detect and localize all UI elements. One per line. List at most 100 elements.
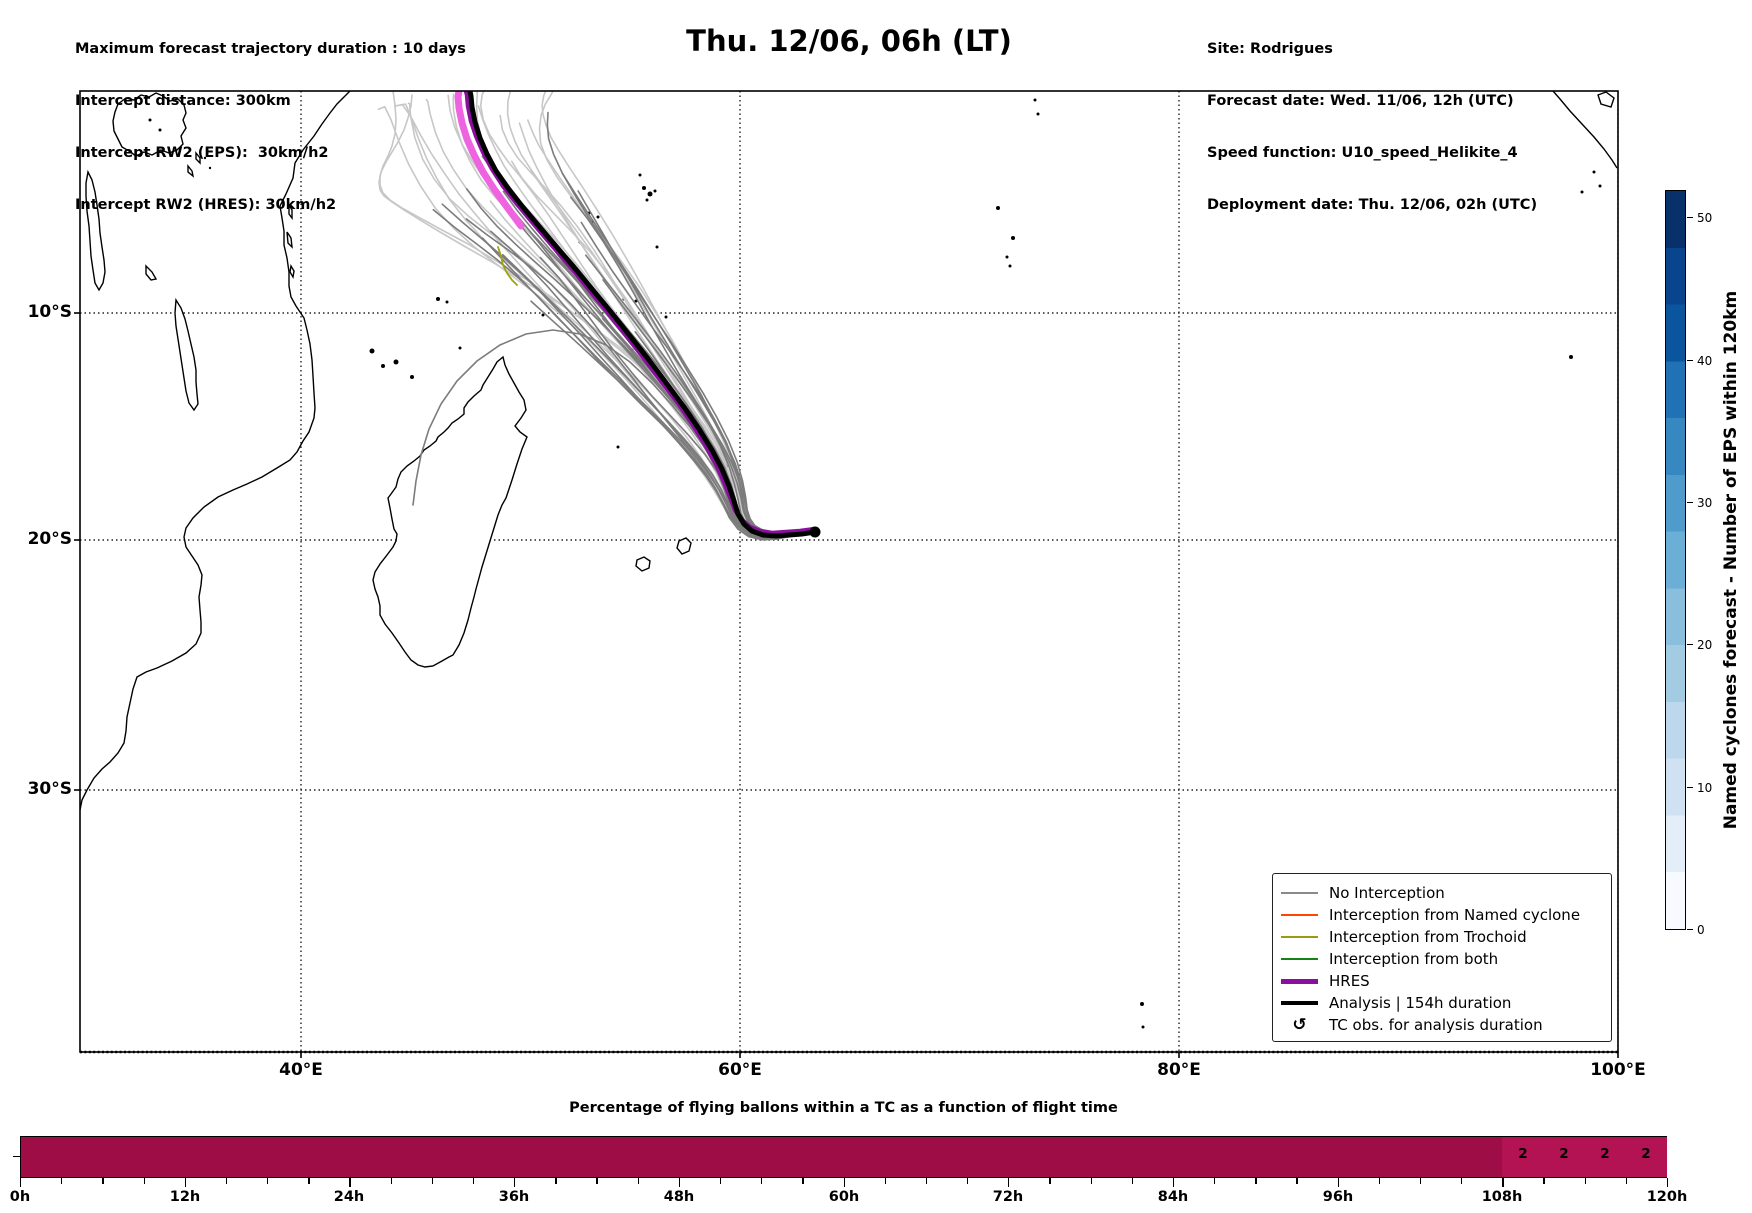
legend-label: HRES — [1329, 972, 1370, 990]
x-tick — [1008, 1178, 1010, 1187]
hour-label-24h: 24h — [333, 1189, 365, 1205]
bottom-chart-highlight-segment — [1502, 1137, 1667, 1177]
x-tick — [1214, 1178, 1216, 1184]
colorbar-tick-label-20: 20 — [1697, 638, 1713, 652]
colorbar — [1665, 190, 1686, 930]
gray-line-swatch — [1281, 892, 1318, 894]
x-tick — [390, 1178, 392, 1184]
x-tick — [1090, 1178, 1092, 1184]
info-top-right: Site: Rodrigues Forecast date: Wed. 11/0… — [1207, 6, 1537, 232]
bottom-chart-bar — [20, 1136, 1667, 1178]
x-tick — [719, 1178, 722, 1184]
hour-label-60h: 60h — [828, 1189, 860, 1205]
bar-annotation: 2 — [1600, 1146, 1610, 1162]
colorbar-tick — [1687, 644, 1693, 646]
x-tick — [102, 1178, 104, 1184]
x-tick — [1502, 1178, 1504, 1187]
x-tick — [1296, 1178, 1298, 1184]
info-line-intercept-rw2-eps: Intercept RW2 (EPS): 30km/h2 — [75, 145, 329, 162]
legend-row-both: Interception from both — [1281, 949, 1603, 969]
x-tick — [267, 1178, 269, 1184]
info-top-left: Maximum forecast trajectory duration : 1… — [75, 6, 466, 232]
lon-tick-60E: 60°E — [718, 1060, 762, 1080]
hour-label-108h: 108h — [1481, 1189, 1523, 1205]
hour-label-84h: 84h — [1157, 1189, 1189, 1205]
lat-tick-10S: 10°S — [27, 302, 72, 322]
hour-label-72h: 72h — [992, 1189, 1024, 1205]
x-tick — [20, 1178, 22, 1187]
hour-label-36h: 36h — [498, 1189, 530, 1205]
colorbar-tick — [1687, 502, 1693, 504]
x-tick — [1667, 1178, 1669, 1187]
x-tick — [431, 1178, 434, 1184]
colorbar-tick-label-50: 50 — [1697, 211, 1713, 225]
x-tick — [308, 1178, 310, 1184]
hour-label-48h: 48h — [663, 1189, 695, 1205]
x-tick — [143, 1178, 145, 1184]
colorbar-tick — [1687, 360, 1693, 362]
x-tick — [349, 1178, 351, 1187]
bar-annotation: 2 — [1559, 1146, 1569, 1162]
info-line-speed-function: Speed function: U10_speed_Helikite_4 — [1207, 145, 1518, 162]
legend-label: Interception from both — [1329, 950, 1499, 968]
x-tick — [61, 1178, 63, 1184]
x-tick — [884, 1178, 886, 1184]
lon-tick-100E: 100°E — [1590, 1060, 1646, 1080]
x-tick — [637, 1178, 639, 1184]
bar-annotation: 2 — [1518, 1146, 1528, 1162]
legend: No Interception Interception from Named … — [1272, 873, 1612, 1042]
info-line-forecast-date: Forecast date: Wed. 11/06, 12h (UTC) — [1207, 93, 1514, 110]
colorbar-axis-label: Named cyclones forecast - Number of EPS … — [1721, 290, 1741, 830]
legend-row-trochoid: Interception from Trochoid — [1281, 927, 1603, 947]
x-tick — [1337, 1178, 1339, 1187]
x-tick — [1131, 1178, 1134, 1184]
legend-label: Interception from Named cyclone — [1329, 906, 1581, 924]
legend-label: No Interception — [1329, 884, 1445, 902]
legend-row-tc-obs: ↺ TC obs. for analysis duration — [1281, 1015, 1603, 1035]
hour-label-120h: 120h — [1646, 1189, 1688, 1205]
x-tick — [555, 1178, 557, 1184]
legend-row-named-cyclone: Interception from Named cyclone — [1281, 905, 1603, 925]
x-tick — [1172, 1178, 1175, 1187]
info-line-max-duration: Maximum forecast trajectory duration : 1… — [75, 40, 466, 57]
page-title: Thu. 12/06, 06h (LT) — [686, 24, 1012, 58]
green-line-swatch — [1281, 958, 1318, 960]
legend-row-analysis: Analysis | 154h duration — [1281, 993, 1603, 1013]
x-tick — [1584, 1178, 1586, 1184]
colorbar-tick — [1687, 217, 1693, 219]
cyclone-obs-icon: ↺ — [1292, 1014, 1307, 1035]
purple-line-swatch — [1281, 978, 1318, 984]
hour-label-0h: 0h — [9, 1189, 31, 1205]
bottom-chart-y-tick — [13, 1156, 20, 1158]
bottom-chart-title: Percentage of flying ballons within a TC… — [569, 1100, 1118, 1116]
lon-tick-80E: 80°E — [1157, 1060, 1201, 1080]
x-tick — [1543, 1178, 1545, 1184]
legend-row-no-interception: No Interception — [1281, 883, 1603, 903]
x-tick — [596, 1178, 598, 1184]
orange-line-swatch — [1281, 914, 1318, 916]
colorbar-tick-label-30: 30 — [1697, 496, 1713, 510]
lon-tick-40E: 40°E — [279, 1060, 323, 1080]
info-line-deployment-date: Deployment date: Thu. 12/06, 02h (UTC) — [1207, 197, 1538, 214]
x-tick — [184, 1178, 186, 1187]
hour-label-12h: 12h — [169, 1189, 201, 1205]
info-line-site: Site: Rodrigues — [1207, 40, 1333, 57]
x-tick — [1255, 1178, 1257, 1184]
x-tick — [678, 1178, 681, 1187]
colorbar-tick-label-0: 0 — [1697, 923, 1705, 937]
olive-line-swatch — [1281, 936, 1318, 938]
lat-tick-30S: 30°S — [27, 779, 72, 799]
x-tick — [843, 1178, 845, 1187]
x-tick — [514, 1178, 516, 1187]
info-line-intercept-distance: Intercept distance: 300km — [75, 93, 291, 110]
bar-annotation: 2 — [1641, 1146, 1651, 1162]
colorbar-tick-label-40: 40 — [1697, 354, 1713, 368]
legend-row-hres: HRES — [1281, 971, 1603, 991]
black-line-swatch — [1281, 1000, 1318, 1006]
x-tick — [761, 1178, 763, 1184]
x-tick — [1461, 1178, 1463, 1184]
colorbar-tick — [1687, 929, 1693, 931]
x-tick — [1049, 1178, 1051, 1184]
